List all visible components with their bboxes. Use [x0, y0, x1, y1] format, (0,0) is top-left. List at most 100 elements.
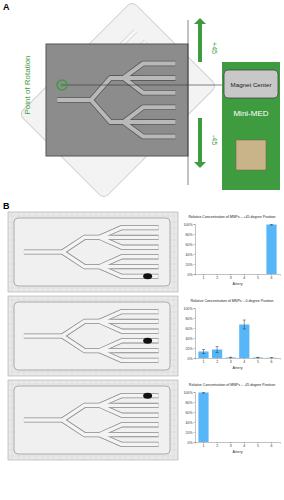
channel [99, 236, 158, 240]
x-axis-title: Artery [232, 282, 242, 286]
tick-label: 3 [230, 276, 232, 280]
tick-label: 80% [185, 233, 192, 237]
rotation-label: Point of Rotation [23, 55, 32, 114]
magnet-box [224, 70, 278, 98]
tick-label: 60% [185, 327, 192, 331]
device [222, 62, 280, 190]
x-axis: 123456 [196, 358, 281, 364]
channel [99, 320, 158, 324]
bar [239, 274, 249, 275]
particle-cluster [143, 338, 152, 344]
tick-mark [194, 392, 196, 393]
bar [198, 393, 208, 443]
chart-background [183, 212, 283, 292]
axis-line [196, 275, 281, 276]
tick-label: 6 [271, 444, 273, 448]
photo-grid [8, 384, 178, 385]
photo-grid [8, 456, 178, 457]
photo-background [8, 380, 178, 460]
y-axis: 0%20%40%60%80%100% [184, 223, 196, 277]
channel-outline [99, 257, 158, 267]
error-bar-stem [203, 350, 204, 354]
y-axis: 0%20%40%60%80%100% [184, 391, 196, 445]
bar [253, 274, 263, 275]
error-bar-cap [202, 349, 205, 350]
error-bar-cap [270, 224, 273, 225]
tick-label: 80% [185, 317, 192, 321]
photo-grid [8, 372, 178, 373]
chart: Relative Concentration of MNPs – -45 deg… [183, 380, 283, 460]
error-bar-cap [229, 357, 232, 358]
tick-mark [194, 308, 196, 309]
error-bar-cap [256, 357, 259, 358]
x-tick: 1 [203, 274, 205, 280]
tick-mark [194, 224, 196, 225]
channel [62, 336, 99, 351]
bars [198, 392, 208, 442]
bar [226, 357, 236, 358]
tick-label: 2 [216, 276, 218, 280]
y-tick: 60% [185, 243, 195, 247]
bar [239, 325, 249, 359]
channel [99, 321, 158, 331]
rotated-chip [19, 1, 217, 199]
error-bar-stem [257, 357, 258, 358]
error-bar [202, 392, 205, 393]
chart-title: Relative Concentration of MNPs – 0 degre… [190, 299, 273, 303]
tick-mark [194, 348, 196, 349]
channel-outline [124, 122, 176, 136]
x-tick: 3 [230, 358, 232, 364]
guide-line [62, 85, 246, 86]
guide-line [188, 20, 189, 185]
channel-outline [62, 405, 99, 420]
x-tick: 2 [216, 274, 218, 280]
error-bar [229, 357, 232, 358]
tick-mark [194, 412, 196, 413]
bars [266, 224, 276, 274]
channel [62, 405, 99, 420]
channel-outline [99, 321, 158, 331]
tick-label: 5 [257, 444, 259, 448]
x-tick: 2 [216, 442, 218, 448]
tick-label: 5 [257, 276, 259, 280]
x-tick: 5 [257, 274, 259, 280]
channel-outline [99, 405, 158, 415]
channel-outline [62, 321, 99, 336]
rotation-down-label: -45 [211, 135, 218, 145]
channel [91, 100, 124, 122]
channel-outline [91, 100, 124, 122]
channel-outline [24, 333, 62, 338]
error-bar-cap [202, 392, 205, 393]
tick-mark [194, 442, 196, 443]
error-bar-stem [271, 224, 272, 225]
bar [266, 357, 276, 358]
channel [24, 250, 62, 254]
x-tick: 1 [203, 442, 205, 448]
tick-mark [194, 338, 196, 339]
channel [99, 351, 158, 361]
y-tick: 20% [185, 263, 195, 267]
y-tick: 60% [185, 411, 195, 415]
tick-mark [194, 234, 196, 235]
y-tick: 40% [185, 421, 195, 425]
axis-line [194, 225, 196, 275]
arrow-head [194, 162, 206, 168]
channel [57, 98, 91, 102]
rotation-up-label: +45 [211, 42, 218, 54]
chart-background [183, 380, 283, 460]
photo-background [8, 212, 178, 292]
channel-outline [124, 78, 176, 93]
channel [124, 76, 176, 80]
photo [8, 212, 178, 292]
channel-outline [99, 435, 158, 445]
bar [253, 357, 263, 358]
channel-outline [62, 252, 99, 267]
tick-mark [194, 264, 196, 265]
y-tick: 60% [185, 327, 195, 331]
chart-background [183, 296, 283, 376]
tick-label: 1 [203, 360, 205, 364]
tick-label: 100% [184, 307, 193, 311]
channel [99, 237, 158, 247]
photo-background [8, 296, 178, 376]
error-bar-stem [203, 392, 204, 393]
